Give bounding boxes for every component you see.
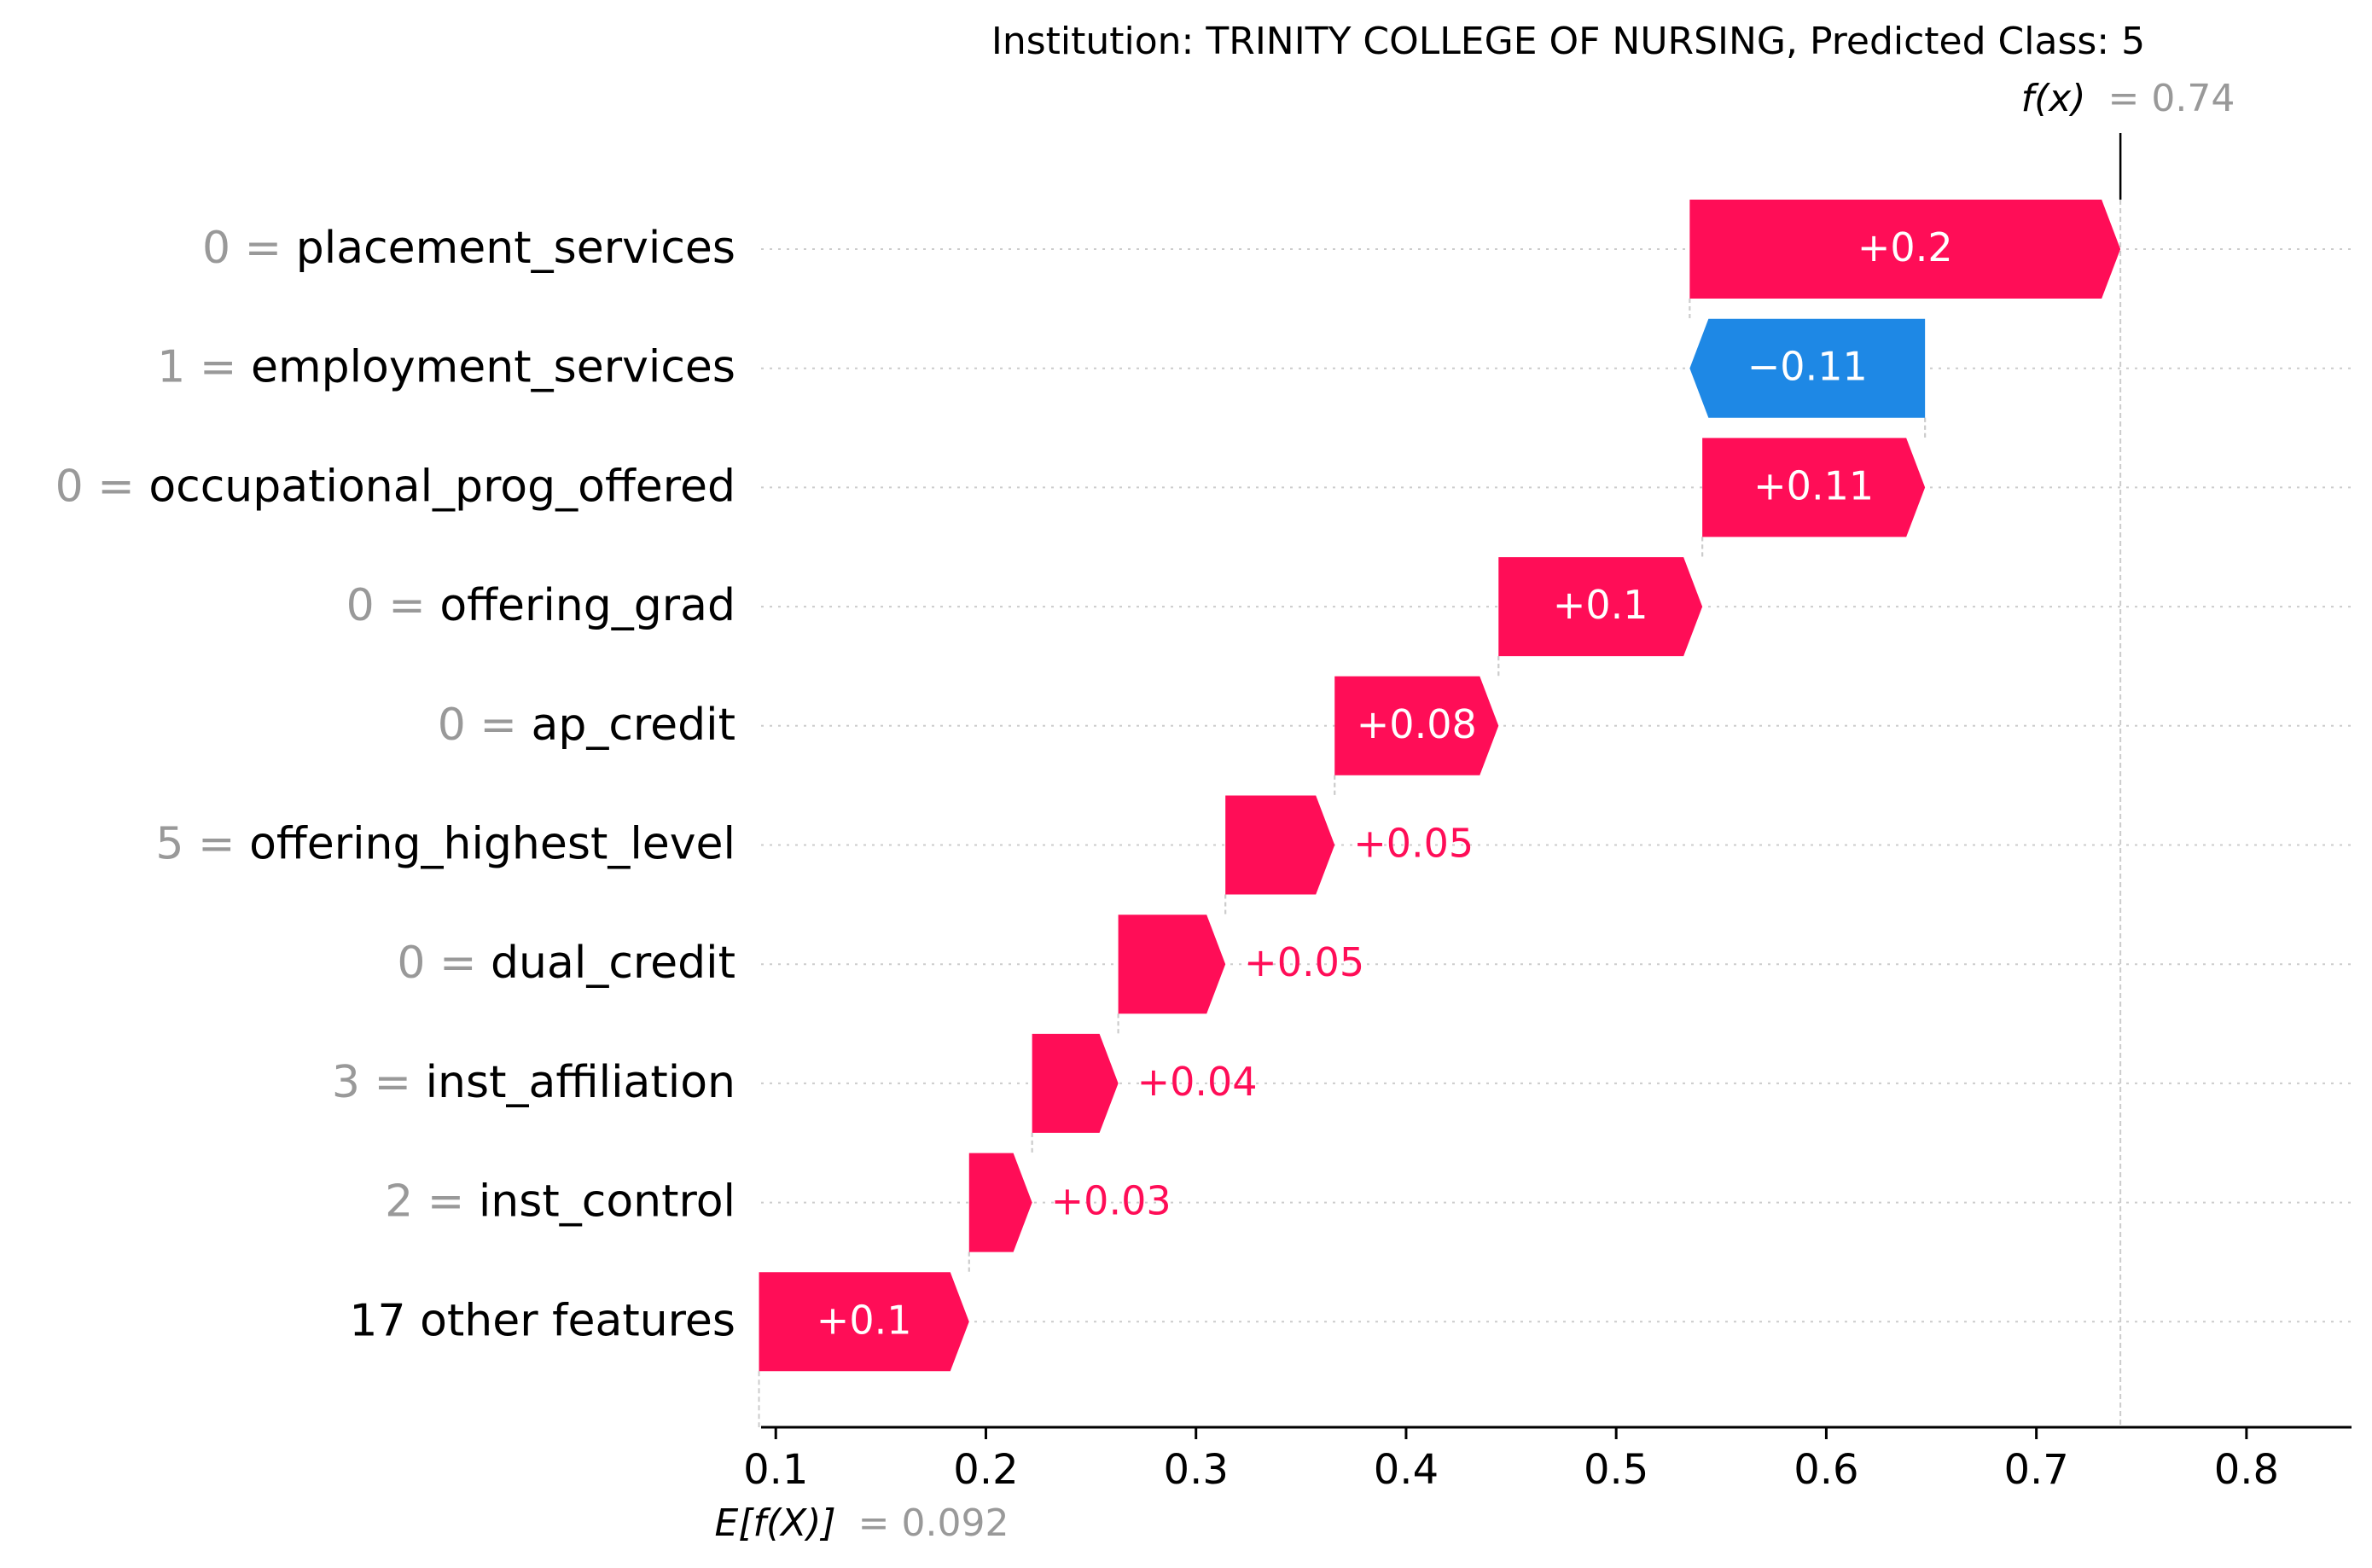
feature-value: 3 =	[332, 1057, 426, 1108]
bar-value-label: +0.08	[1357, 701, 1477, 747]
feature-label: 0 = dual_credit	[397, 938, 735, 989]
bar-value-label: +0.05	[1244, 939, 1364, 985]
x-tick-label: 0.2	[953, 1446, 1018, 1494]
x-tick-label: 0.5	[1584, 1446, 1648, 1494]
x-tick-label: 0.7	[2003, 1446, 2068, 1494]
chart-title: Institution: TRINITY COLLEGE OF NURSING,…	[991, 20, 2145, 63]
waterfall-bar	[1334, 676, 1499, 775]
x-ticks: 0.1 0.2 0.3 0.4 0.5 0.6 0.7 0.8	[743, 1427, 2279, 1494]
fx-annotation: f(x) = 0.74	[2021, 77, 2235, 120]
waterfall-bar	[1689, 318, 1926, 418]
x-tick-label: 0.8	[2214, 1446, 2279, 1494]
feature-value: 2 =	[385, 1176, 479, 1228]
feature-label: 0 = occupational_prog_offered	[55, 461, 735, 512]
feature-label: 0 = placement_services	[202, 223, 735, 274]
feature-name: inst_control	[479, 1176, 735, 1228]
bar-value-label: +0.2	[1857, 224, 1953, 270]
feature-name: dual_credit	[491, 938, 735, 989]
bar-value-label: +0.1	[817, 1297, 912, 1343]
feature-value: 1 =	[157, 342, 251, 393]
feature-label: 0 = ap_credit	[438, 700, 735, 751]
fx-value: = 0.74	[2108, 77, 2235, 120]
feature-value: 0 =	[346, 580, 440, 631]
feature-label: 0 = offering_grad	[346, 580, 735, 631]
x-tick-label: 0.1	[743, 1446, 808, 1494]
waterfall-bar	[1225, 795, 1335, 895]
waterfall-bar	[1702, 438, 1926, 537]
feature-label: 5 = offering_highest_level	[155, 819, 735, 870]
efx-value: = 0.092	[858, 1501, 1009, 1545]
efx-label: E[f(X)]	[715, 1501, 836, 1545]
x-tick-label: 0.3	[1164, 1446, 1229, 1494]
feature-value: 0 =	[55, 461, 149, 512]
bar-value-label: +0.04	[1137, 1059, 1258, 1105]
feature-name: placement_services	[296, 223, 735, 274]
labels: 0 = placement_services +0.2 1 = employment…	[55, 223, 1953, 1346]
fx-label: f(x)	[2021, 77, 2086, 120]
waterfall-bar	[1032, 1033, 1119, 1133]
connector-lines	[758, 133, 2122, 1427]
feature-label: 2 = inst_control	[385, 1176, 735, 1228]
x-tick-label: 0.6	[1794, 1446, 1858, 1494]
feature-label: 17 other features	[349, 1295, 735, 1346]
bar-value-label: +0.11	[1753, 462, 1874, 508]
feature-name: employment_services	[251, 342, 735, 393]
feature-name: offering_grad	[439, 580, 735, 631]
feature-name: ap_credit	[531, 700, 735, 751]
waterfall-bar	[1689, 200, 2121, 299]
waterfall-bar	[968, 1153, 1032, 1252]
feature-name: offering_highest_level	[249, 819, 735, 870]
bars	[759, 200, 2121, 1372]
feature-value: 5 =	[155, 819, 249, 870]
waterfall-bar	[759, 1272, 969, 1372]
waterfall-bar	[1118, 915, 1226, 1014]
feature-label: 3 = inst_affiliation	[332, 1057, 735, 1108]
feature-name: 17 other features	[349, 1295, 735, 1346]
waterfall-bar	[1498, 557, 1703, 657]
bar-value-label: +0.1	[1553, 582, 1648, 628]
efx-annotation: E[f(X)] = 0.092	[715, 1501, 1009, 1545]
feature-label: 1 = employment_services	[157, 342, 735, 393]
feature-name: occupational_prog_offered	[148, 461, 735, 512]
bar-value-label: +0.05	[1353, 821, 1474, 867]
bar-value-label: +0.03	[1051, 1178, 1171, 1224]
feature-value: 0 =	[397, 938, 491, 989]
x-tick-label: 0.4	[1374, 1446, 1439, 1494]
feature-value: 0 =	[438, 700, 532, 751]
feature-name: inst_affiliation	[426, 1057, 735, 1108]
feature-value: 0 =	[202, 223, 296, 274]
bar-value-label: −0.11	[1747, 344, 1868, 390]
